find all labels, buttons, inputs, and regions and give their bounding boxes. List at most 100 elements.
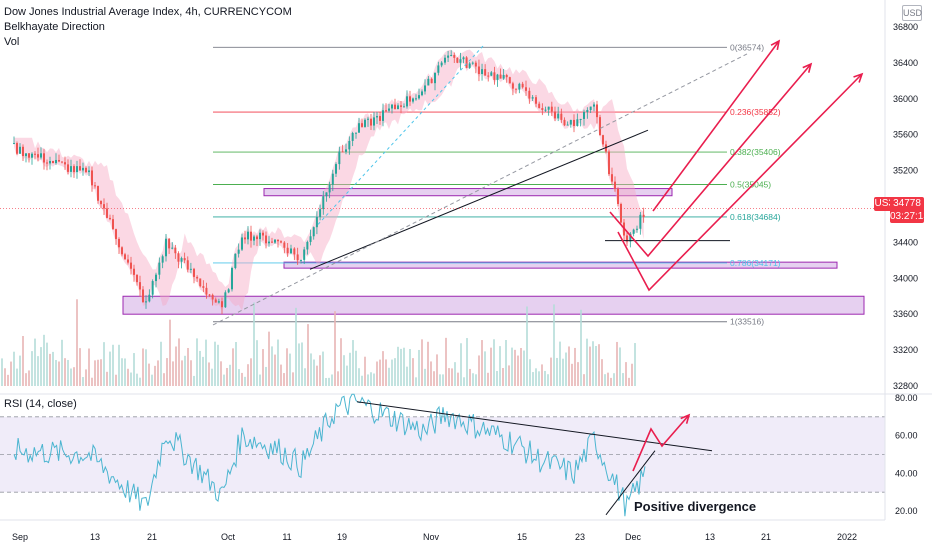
candle-body	[547, 106, 550, 110]
candle-body	[629, 233, 632, 242]
candle-body	[370, 118, 372, 126]
candle-body	[46, 162, 48, 164]
candle-body	[28, 153, 30, 158]
fib-label-0.5: 0.5(35045)	[730, 180, 771, 190]
candle-body	[37, 154, 39, 158]
candle-body	[16, 143, 18, 154]
candle-body	[151, 281, 154, 295]
candle-body	[208, 294, 211, 296]
candle-body	[283, 242, 286, 248]
candle-body	[511, 83, 514, 89]
candle-body	[465, 57, 468, 68]
candle-body	[148, 294, 151, 302]
candle-body	[186, 260, 189, 270]
candle-body	[171, 247, 174, 249]
price-tick-label: 35200	[893, 166, 918, 176]
time-tick-label: 21	[147, 532, 157, 542]
time-tick-label: 11	[282, 532, 291, 542]
projection-arrow-3	[617, 73, 863, 292]
candle-body	[579, 118, 582, 120]
candle-body	[142, 289, 144, 303]
chart-title: Dow Jones Industrial Average Index, 4h, …	[4, 6, 292, 18]
fib-label-0.236: 0.236(35852)	[730, 107, 781, 117]
candle-body	[106, 208, 108, 218]
candle-body	[43, 153, 45, 163]
rsi-tick-label: 20.00	[895, 506, 918, 516]
candle-body	[636, 228, 638, 230]
candle-body	[280, 241, 282, 243]
candle-body	[456, 57, 459, 63]
candle-body	[52, 160, 54, 164]
rsi-line	[13, 393, 646, 517]
candle-body	[237, 249, 240, 254]
currency-badge[interactable]: USD	[902, 5, 922, 21]
fib-label-1: 1(33516)	[730, 317, 764, 327]
candle-body	[484, 69, 487, 76]
candle-body	[82, 167, 84, 171]
candle-body	[541, 108, 544, 110]
candle-body	[70, 166, 72, 172]
candle-body	[306, 241, 309, 250]
candle-body	[199, 278, 202, 287]
candle-body	[563, 119, 566, 126]
candle-body	[440, 62, 443, 66]
trendline-dashed-upper	[317, 44, 485, 225]
candle-body	[241, 237, 243, 250]
candle-body	[614, 181, 616, 189]
candle-body	[224, 292, 227, 308]
candle-body	[158, 262, 161, 275]
last-price-value: 34778	[893, 198, 921, 209]
candle-body	[221, 301, 223, 308]
candle-body	[589, 106, 592, 110]
candle-body	[58, 159, 60, 162]
candle-body	[602, 135, 604, 145]
candle-body	[611, 174, 613, 182]
positive-divergence-annotation: Positive divergence	[634, 499, 757, 514]
projection-arrow-1	[652, 40, 780, 212]
candle-body	[459, 59, 462, 63]
candle-body	[271, 241, 273, 243]
candle-body	[115, 229, 117, 239]
candle-body	[25, 153, 27, 157]
candle-body	[103, 204, 105, 209]
candle-body	[409, 96, 411, 102]
projection-arrow-2-head	[802, 62, 813, 73]
candle-body	[300, 259, 302, 261]
candle-body	[508, 77, 511, 84]
candle-body	[468, 63, 471, 68]
support-zone-0	[122, 295, 865, 315]
candle-body	[325, 192, 328, 197]
candle-body	[145, 301, 147, 303]
rsi-divergence-support-line	[605, 450, 656, 516]
candle-body	[286, 247, 289, 254]
candle-body	[227, 289, 230, 293]
candle-body	[382, 110, 384, 121]
candle-body	[358, 123, 360, 133]
candle-body	[31, 153, 33, 158]
candle-body	[437, 65, 440, 73]
candle-body	[525, 87, 527, 91]
candle-body	[557, 113, 560, 119]
candle-body	[189, 268, 192, 270]
candle-body	[73, 166, 75, 173]
candle-body	[196, 276, 199, 279]
candle-body	[569, 119, 572, 125]
candle-body	[244, 237, 246, 240]
candle-body	[290, 248, 292, 254]
candle-body	[379, 116, 381, 121]
candle-body	[538, 103, 541, 109]
candle-body	[620, 203, 622, 223]
candle-body	[100, 200, 102, 205]
candle-body	[550, 106, 553, 112]
candle-body	[202, 286, 205, 288]
candle-body	[94, 185, 96, 187]
candle-body	[168, 238, 171, 249]
time-tick-label: 23	[575, 532, 585, 542]
candle-body	[256, 236, 258, 240]
candle-body	[79, 166, 81, 171]
belkhayate-band	[14, 49, 644, 311]
candle-body	[161, 256, 164, 263]
candle-body	[617, 188, 619, 204]
candle-body	[22, 146, 24, 157]
